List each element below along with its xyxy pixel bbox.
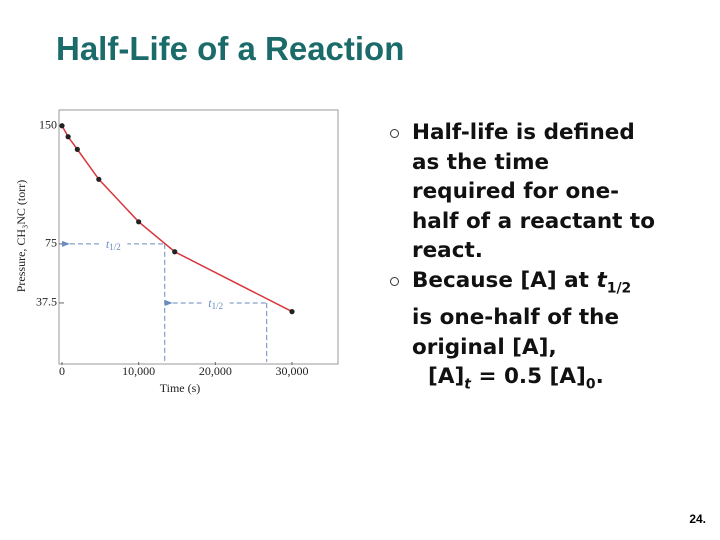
y-tick-label: 75 xyxy=(45,236,57,250)
data-point xyxy=(74,146,80,152)
text-run: [A] xyxy=(428,364,465,390)
text-run: . xyxy=(595,364,604,390)
y-axis-label: Pressure, CH₃NC (torr) xyxy=(14,180,28,293)
half-life-t: t xyxy=(106,237,110,251)
x-tick-label: 0 xyxy=(59,364,65,378)
half-life-label: t1/2 xyxy=(106,237,121,252)
text-run: t xyxy=(596,267,607,293)
chart: Time (s) Pressure, CH₃NC (torr) 37.5 75 15… xyxy=(14,109,339,395)
half-life-sub: 1/2 xyxy=(109,242,121,252)
y-tick-label: 37.5 xyxy=(36,295,57,309)
text-run: t xyxy=(464,376,471,393)
curve xyxy=(61,125,293,313)
data-point xyxy=(59,123,65,129)
data-point xyxy=(65,134,71,140)
bullet: Because [A] at t1/2 is one-half of the o… xyxy=(390,266,658,363)
bullet-list: Half-life is defined as the time require… xyxy=(390,118,658,400)
x-tick-label: 20,000 xyxy=(199,364,232,378)
data-point xyxy=(172,249,178,255)
data-point xyxy=(136,219,142,225)
plot-frame xyxy=(58,109,339,365)
text-run: 0 xyxy=(585,376,596,393)
x-tick-label: 10,000 xyxy=(122,364,155,378)
half-life-label: t1/2 xyxy=(208,296,223,311)
page-number: 24. xyxy=(689,512,706,526)
half-life-sub: 1/2 xyxy=(212,301,224,311)
text-run: Half-life is defined as the time require… xyxy=(412,120,655,263)
x-tick-label: 30,000 xyxy=(276,364,309,378)
text-run: = 0.5 [A] xyxy=(470,364,586,390)
label-bg xyxy=(99,235,128,252)
equation: [A]t = 0.5 [A]0. xyxy=(390,362,658,400)
slide-title: Half-Life of a Reaction xyxy=(56,30,405,67)
data-point xyxy=(289,309,295,315)
text-run: Because [A] at xyxy=(412,267,597,293)
data-point xyxy=(96,176,102,182)
y-tick-label: 150 xyxy=(39,118,57,132)
text-run: 1/2 xyxy=(606,279,632,296)
x-axis-label: Time (s) xyxy=(160,381,201,395)
label-bg xyxy=(201,294,230,311)
text-run: is one-half of the original [A], xyxy=(412,305,620,360)
half-life-t: t xyxy=(208,296,212,310)
bullet: Half-life is defined as the time require… xyxy=(390,118,658,266)
